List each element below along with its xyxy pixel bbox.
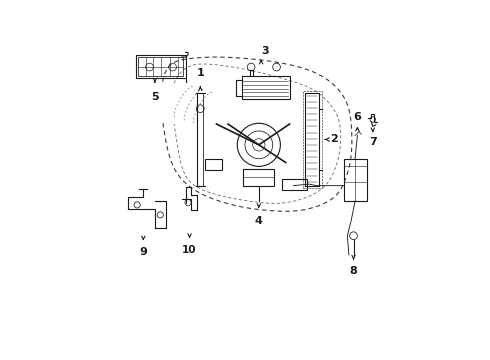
Text: 7: 7 bbox=[369, 137, 377, 147]
Text: 3: 3 bbox=[261, 46, 269, 56]
Bar bbox=[136, 55, 186, 78]
Bar bbox=[343, 159, 367, 201]
Text: 6: 6 bbox=[353, 112, 361, 122]
Text: 4: 4 bbox=[255, 216, 263, 226]
Text: 5: 5 bbox=[151, 92, 159, 102]
Text: 8: 8 bbox=[350, 266, 357, 276]
Bar bbox=[205, 159, 222, 170]
Text: 2: 2 bbox=[330, 134, 338, 144]
Bar bbox=[282, 180, 307, 190]
Text: 1: 1 bbox=[196, 68, 204, 78]
Bar bbox=[244, 169, 274, 186]
Bar bbox=[138, 57, 183, 76]
Text: 9: 9 bbox=[139, 247, 147, 257]
Text: 10: 10 bbox=[182, 245, 197, 255]
Bar bbox=[242, 76, 290, 99]
Bar bbox=[303, 91, 322, 188]
